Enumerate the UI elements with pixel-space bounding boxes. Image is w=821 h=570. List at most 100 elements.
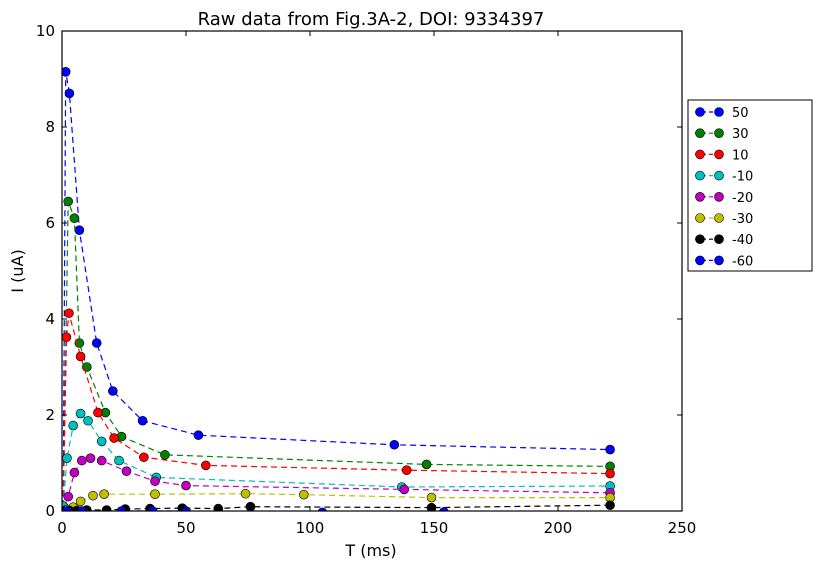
legend-marker (714, 255, 724, 266)
legend-marker (695, 213, 705, 223)
legend-label: 10 (732, 148, 749, 163)
series-line-1 (62, 201, 611, 507)
series-line-4 (62, 457, 611, 511)
data-point (245, 501, 256, 511)
data-point (109, 433, 119, 443)
data-point (605, 444, 615, 455)
plot-area: 0 50 100 150 200 250 0 2 4 6 8 10 (36, 22, 696, 537)
data-point (62, 506, 72, 511)
y-tick-label: 6 (45, 214, 55, 232)
data-point (240, 488, 251, 499)
data-point (96, 436, 107, 447)
legend-marker (714, 149, 724, 160)
legend-marker (714, 234, 724, 244)
data-point (114, 455, 124, 466)
data-point (108, 386, 118, 396)
data-point (75, 408, 86, 419)
data-point (160, 450, 170, 460)
data-point (69, 467, 80, 478)
data-point (68, 420, 78, 431)
data-point (139, 452, 149, 463)
data-point (62, 332, 72, 343)
legend-marker (695, 149, 705, 160)
data-point (181, 480, 191, 491)
legend-label: -10 (732, 170, 753, 185)
data-point (88, 490, 98, 501)
data-point (421, 459, 432, 470)
data-point (150, 476, 160, 487)
legend-label: -20 (732, 191, 753, 206)
data-point (137, 415, 148, 426)
data-point (75, 351, 86, 362)
data-point (62, 453, 72, 464)
data-point (85, 453, 96, 464)
data-point (63, 491, 73, 502)
data-point (101, 505, 112, 511)
data-point (83, 415, 93, 426)
data-point (69, 213, 80, 223)
legend-label: -30 (732, 212, 753, 227)
x-tick-label: 0 (57, 519, 67, 537)
y-tick-label: 8 (45, 118, 55, 136)
data-point (74, 225, 85, 235)
series-line-3 (62, 412, 611, 507)
legend-marker (695, 128, 705, 138)
legend-marker (695, 234, 705, 244)
data-point (605, 500, 615, 511)
legend-marker (714, 107, 724, 117)
data-point (121, 466, 132, 476)
legend-marker (695, 170, 705, 181)
data-point (93, 407, 103, 418)
legend-label: -60 (732, 254, 753, 269)
data-point (99, 489, 109, 500)
data-point (426, 492, 437, 503)
x-tick-label: 150 (420, 519, 449, 537)
data-point (77, 506, 87, 511)
legend-marker (695, 107, 705, 117)
legend-marker (714, 170, 724, 181)
y-tick-label: 10 (36, 22, 55, 40)
y-tick-label: 0 (45, 502, 55, 520)
legend-label: -40 (732, 233, 753, 248)
data-point (389, 439, 400, 450)
data-point (213, 503, 224, 511)
y-axis-label: I (uA) (8, 249, 27, 292)
legend-marker (714, 128, 724, 138)
data-point (439, 507, 449, 511)
x-tick-label: 100 (296, 519, 325, 537)
data-point (63, 196, 73, 207)
data-point (317, 507, 327, 511)
y-tick-label: 2 (45, 406, 55, 424)
data-point (75, 496, 86, 507)
data-point (77, 455, 87, 466)
legend-marker (695, 192, 705, 202)
x-tick-label: 200 (544, 519, 573, 537)
legend-marker (714, 192, 724, 202)
series-line-0 (62, 71, 611, 507)
legend-marker (714, 213, 724, 223)
data-point (298, 489, 309, 500)
legend-frame (687, 99, 813, 272)
data-point (116, 506, 127, 511)
legend-marker (695, 255, 705, 266)
data-point (399, 484, 410, 495)
data-point (401, 465, 412, 476)
data-point (193, 430, 204, 440)
plot-frame (61, 30, 683, 512)
chart-title: Raw data from Fig.3A-2, DOI: 9334397 (198, 9, 545, 30)
x-tick-label: 250 (668, 519, 697, 537)
y-tick-label: 4 (45, 310, 55, 328)
legend-label: 30 (732, 127, 749, 142)
data-point (62, 67, 71, 77)
data-point (64, 308, 74, 319)
x-tick-label: 50 (176, 519, 195, 537)
data-point (150, 489, 160, 500)
data-point (96, 455, 107, 466)
legend: 50 30 10 -10 -20 -30 -40 -60 (687, 99, 813, 272)
data-point (82, 362, 92, 372)
data-point (201, 460, 211, 471)
data-point (74, 338, 85, 348)
legend-label: 50 (732, 106, 749, 121)
data-point (147, 506, 158, 511)
